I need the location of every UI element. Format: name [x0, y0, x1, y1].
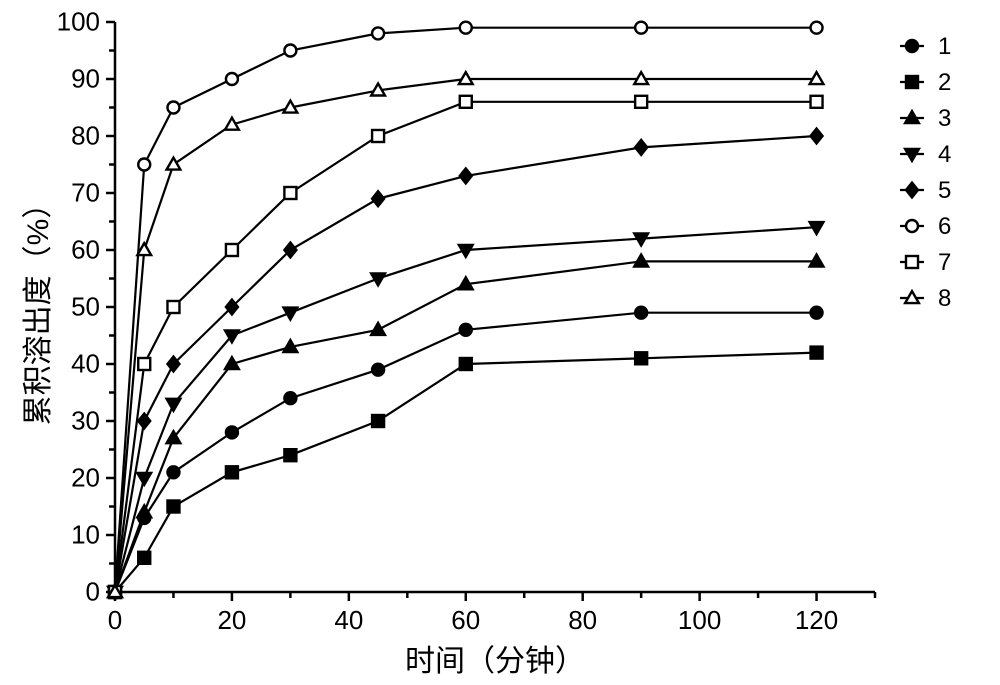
marker-square-open	[372, 130, 384, 142]
x-axis-label: 时间（分钟）	[405, 645, 585, 678]
x-tick-label: 20	[217, 605, 246, 635]
marker-square-open	[167, 301, 179, 313]
legend-label: 8	[938, 285, 951, 312]
marker-circle-open	[811, 22, 823, 34]
marker-circle-open	[167, 102, 179, 114]
x-tick-label: 0	[108, 605, 122, 635]
marker-circle-open	[284, 45, 296, 57]
marker-square-open	[460, 96, 472, 108]
marker-circle-open	[226, 73, 238, 85]
marker-square-open	[284, 187, 296, 199]
marker-square-open	[138, 358, 150, 370]
marker-circle-filled	[284, 392, 296, 404]
marker-square-filled	[460, 358, 472, 370]
marker-square-filled	[138, 552, 150, 564]
legend-label: 3	[938, 105, 951, 132]
y-tick-label: 60	[71, 235, 100, 265]
legend-label: 7	[938, 249, 951, 276]
marker-circle-open	[372, 27, 384, 39]
marker-square-filled	[372, 415, 384, 427]
marker-square-open	[811, 96, 823, 108]
marker-circle-filled	[460, 324, 472, 336]
x-tick-label: 80	[568, 605, 597, 635]
marker-square-open	[635, 96, 647, 108]
x-tick-label: 100	[678, 605, 721, 635]
y-tick-label: 80	[71, 121, 100, 151]
y-tick-label: 50	[71, 292, 100, 322]
y-tick-label: 10	[71, 520, 100, 550]
legend-label: 6	[938, 213, 951, 240]
y-tick-label: 40	[71, 349, 100, 379]
marker-square-filled	[811, 347, 823, 359]
x-tick-label: 120	[795, 605, 838, 635]
marker-square-filled	[167, 501, 179, 513]
marker-square-filled	[284, 449, 296, 461]
marker-circle-open	[460, 22, 472, 34]
dissolution-chart: 0 20 40 60 80 100 120 0 10 20 30 40 50 60 70 80 90 100 时间（…	[0, 0, 1000, 685]
legend-label: 2	[938, 69, 951, 96]
y-tick-label: 30	[71, 406, 100, 436]
y-axis-label: 累积溶出度（%）	[22, 189, 55, 426]
y-tick-label: 20	[71, 463, 100, 493]
marker-circle-filled	[226, 426, 238, 438]
marker-square-filled	[635, 352, 647, 364]
marker-circle-filled	[372, 364, 384, 376]
chart-svg: 0 20 40 60 80 100 120 0 10 20 30 40 50 60 70 80 90 100 时间（…	[0, 0, 1000, 685]
y-tick-label: 100	[57, 7, 100, 37]
marker-circle-filled	[167, 466, 179, 478]
y-tick-label: 0	[86, 577, 100, 607]
marker-circle-open	[635, 22, 647, 34]
legend-label: 4	[938, 141, 951, 168]
marker-circle-filled	[635, 307, 647, 319]
legend-label: 1	[938, 33, 951, 60]
y-tick-label: 90	[71, 64, 100, 94]
marker-square-open	[226, 244, 238, 256]
x-tick-label: 60	[451, 605, 480, 635]
y-tick-label: 70	[71, 178, 100, 208]
x-tick-label: 40	[334, 605, 363, 635]
marker-circle-filled	[811, 307, 823, 319]
marker-square-filled	[226, 466, 238, 478]
marker-circle-open	[138, 159, 150, 171]
legend-label: 5	[938, 177, 951, 204]
